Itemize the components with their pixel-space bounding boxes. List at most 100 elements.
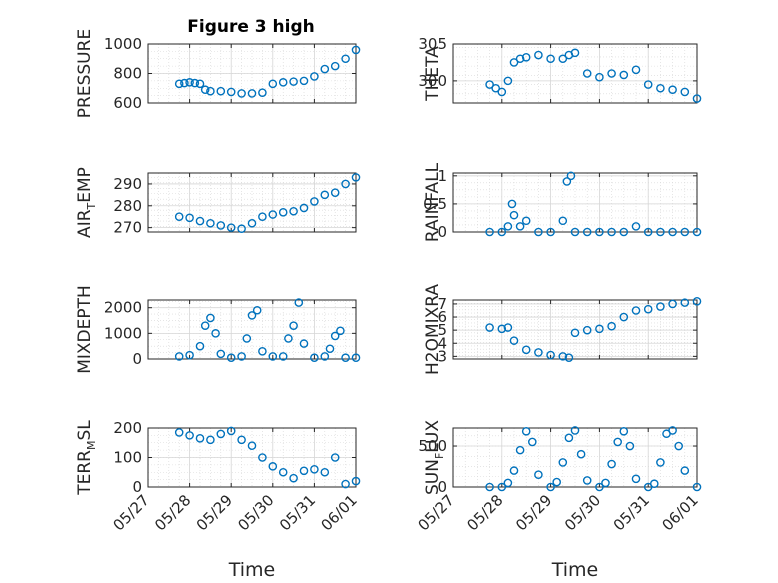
data-point [185, 78, 194, 87]
x-tick-label: 05/27 [415, 491, 458, 534]
data-point [558, 216, 568, 226]
data-point [200, 321, 210, 330]
data-point [289, 206, 298, 216]
y-tick-label: 0.5 [423, 195, 447, 213]
data-point [521, 345, 531, 355]
data-point [174, 428, 184, 437]
data-point [562, 177, 572, 186]
data-point [284, 334, 293, 343]
data-point [534, 470, 543, 480]
data-point [692, 94, 702, 103]
data-point [546, 350, 555, 360]
y-axis-label: AIRTEMP [75, 167, 98, 238]
data-point [320, 467, 330, 477]
data-point [503, 222, 513, 231]
data-point [582, 325, 592, 335]
data-point [485, 227, 494, 237]
data-point [497, 87, 507, 97]
data-point [320, 190, 330, 200]
data-point [310, 72, 319, 81]
data-point [351, 353, 361, 363]
data-point [503, 76, 513, 86]
data-point [631, 65, 641, 75]
y-tick-label: 7 [437, 295, 447, 313]
data-point [595, 324, 604, 334]
data-point [656, 83, 665, 93]
y-axis-label: TERRMSL [75, 420, 98, 496]
data-point [656, 302, 665, 311]
data-point [613, 437, 623, 447]
data-point [258, 453, 267, 462]
data-point [216, 349, 226, 359]
data-point [692, 297, 702, 306]
y-axis-label: H2OMIXRA [423, 284, 443, 375]
data-point [582, 69, 592, 78]
data-point [680, 87, 690, 97]
data-point [521, 52, 531, 62]
data-point [242, 334, 252, 343]
x-tick-label: 05/30 [234, 491, 277, 534]
x-tick-label: 05/29 [193, 491, 236, 534]
data-point [607, 227, 616, 237]
data-point [294, 298, 304, 307]
y-tick-label: 1000 [104, 324, 142, 342]
data-point [674, 441, 684, 451]
data-point [174, 212, 184, 222]
data-point [289, 473, 298, 483]
y-tick-label: 1000 [104, 35, 142, 53]
data-point [503, 478, 513, 488]
data-point [619, 426, 629, 436]
data-point [558, 352, 568, 361]
data-point [509, 466, 519, 475]
data-point [237, 352, 246, 361]
x-tick-label: 05/29 [512, 491, 555, 534]
data-point [534, 227, 543, 237]
data-point [195, 79, 205, 89]
data-point [558, 54, 568, 64]
data-point [180, 78, 189, 88]
y-tick-label: 600 [113, 94, 142, 112]
y-axis-label: THETA [423, 46, 443, 102]
data-point [185, 431, 194, 440]
data-point [206, 313, 215, 323]
panel-mixdepth: 0 1000 2000 MIXDEPTH [75, 285, 361, 374]
data-point [237, 89, 246, 98]
x-tick-label: 05/31 [276, 491, 319, 534]
data-point [546, 482, 555, 492]
data-point [211, 329, 220, 338]
x-tick-label: 06/01 [659, 491, 702, 534]
data-point [631, 306, 641, 315]
data-point [226, 223, 236, 232]
data-point [656, 227, 665, 237]
axes-box [147, 299, 357, 360]
panel-air_temp: 270 280 290 AIRTEMP [75, 167, 361, 238]
y-tick-label: 0 [132, 350, 142, 368]
data-point [278, 352, 288, 361]
data-point [289, 77, 298, 86]
data-point [680, 298, 690, 307]
y-axis-label: MIXDEPTH [75, 285, 95, 374]
data-point [216, 429, 226, 439]
data-point [601, 478, 610, 488]
data-point [310, 353, 319, 363]
y-tick-label: 1 [437, 167, 447, 185]
x-tick-label: 05/31 [610, 491, 653, 534]
y-tick-label: 270 [113, 219, 142, 237]
data-point [351, 173, 361, 182]
data-point [247, 218, 257, 228]
data-point [643, 80, 653, 89]
data-point [190, 78, 200, 88]
data-point [668, 299, 677, 309]
y-tick-label: 280 [113, 197, 142, 215]
data-point [595, 482, 604, 492]
data-point [341, 479, 350, 489]
data-point [558, 458, 568, 467]
y-tick-label: 3 [437, 347, 447, 365]
y-tick-label: 305 [418, 35, 447, 53]
data-point [507, 199, 517, 209]
data-point [485, 80, 494, 89]
data-point [310, 197, 319, 206]
